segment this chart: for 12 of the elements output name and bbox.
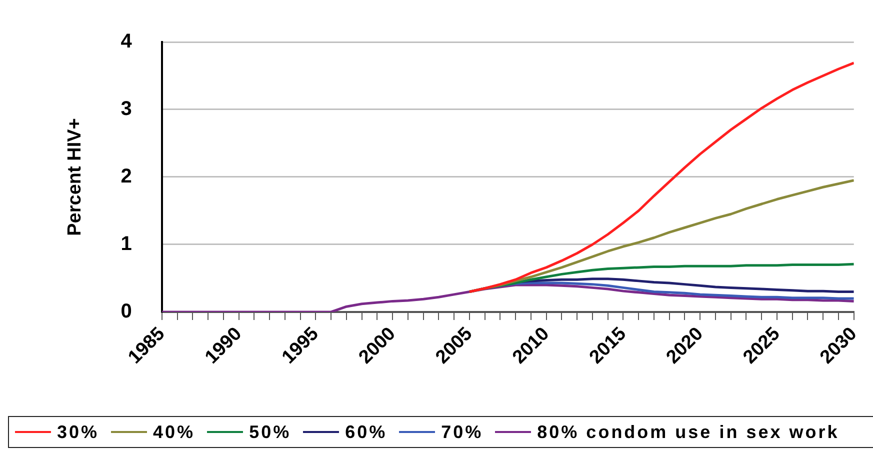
legend-label: 80% condom use in sex work [537, 422, 840, 442]
legend-label: 60% [345, 422, 388, 442]
y-axis-title: Percent HIV+ [64, 118, 86, 236]
y-tick-label: 4 [120, 30, 133, 53]
legend-label: 70% [441, 422, 484, 442]
y-tick-label: 0 [120, 300, 132, 323]
legend-label: 40% [153, 422, 196, 442]
legend-label: 50% [249, 422, 292, 442]
legend-label: 30% [57, 422, 100, 442]
y-tick-label: 3 [120, 98, 132, 120]
y-tick-label: 1 [120, 233, 132, 256]
y-tick-label: 2 [120, 166, 132, 188]
